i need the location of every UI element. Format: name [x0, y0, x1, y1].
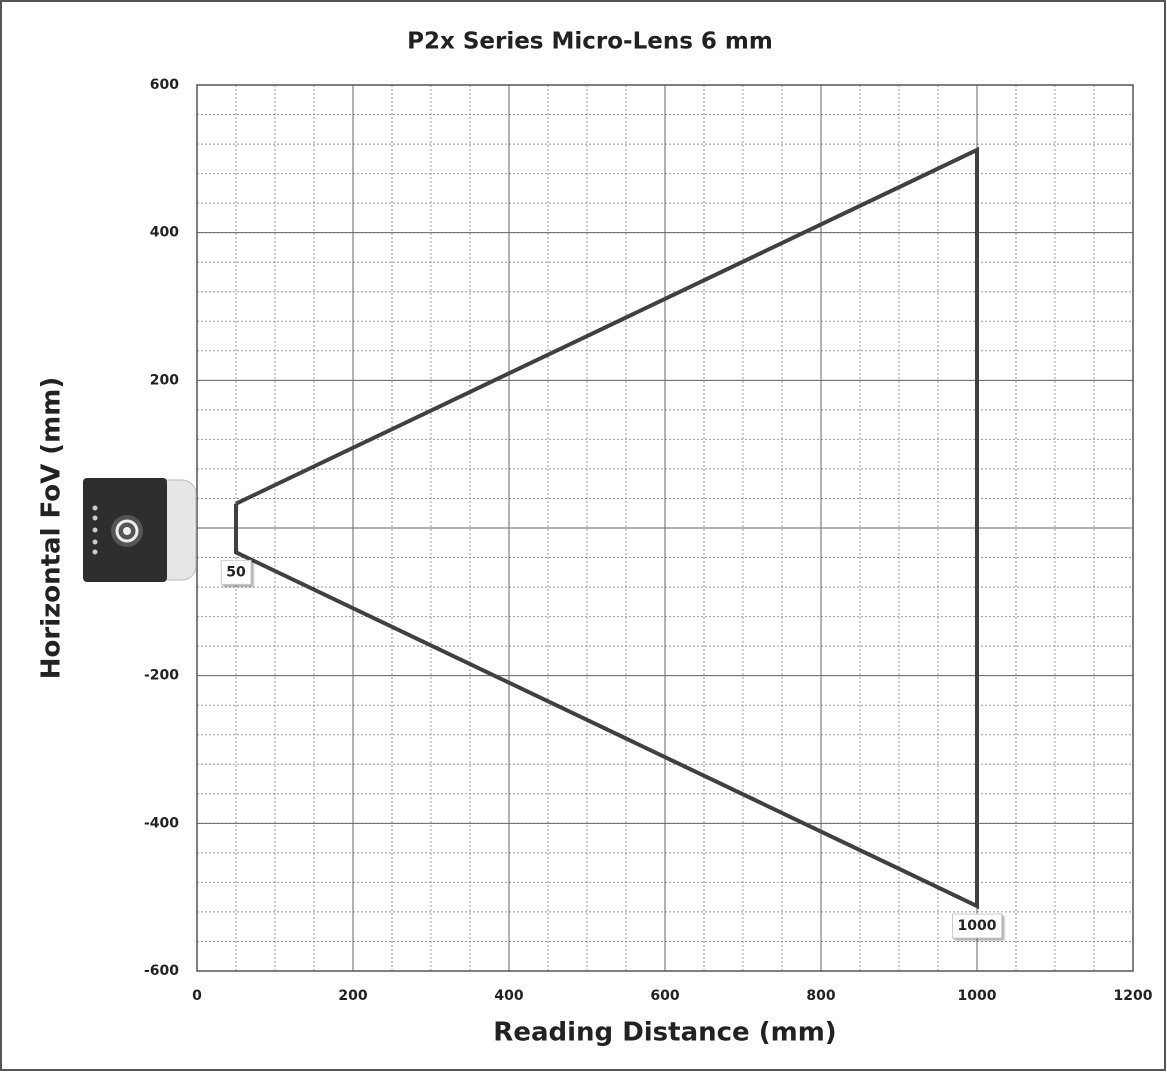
- y-tick-label: 200: [150, 372, 179, 388]
- y-tick-label: 400: [150, 225, 179, 241]
- x-tick-label: 1000: [958, 988, 997, 1004]
- x-axis-label: Reading Distance (mm): [493, 1018, 836, 1048]
- x-tick-label: 1200: [1114, 988, 1153, 1004]
- x-tick-label: 800: [806, 988, 835, 1004]
- x-tick-label: 0: [192, 988, 202, 1004]
- x-tick-label: 600: [650, 988, 679, 1004]
- point-label-text: 1000: [958, 918, 997, 934]
- point-label: 1000: [953, 914, 1002, 938]
- x-tick-label: 200: [338, 988, 367, 1004]
- y-tick-label: -400: [144, 815, 179, 831]
- y-axis-label: Horizontal FoV (mm): [37, 377, 67, 680]
- y-tick-label: -600: [144, 963, 179, 979]
- camera-icon: [83, 478, 196, 582]
- y-tick-label: 600: [150, 77, 179, 93]
- point-label-text: 50: [226, 564, 246, 580]
- x-tick-label: 400: [494, 988, 523, 1004]
- y-tick-label: -200: [144, 668, 179, 684]
- chart: P2x Series Micro-Lens 6 mm Reading Dista…: [0, 0, 1167, 1072]
- point-label: 50: [221, 560, 251, 584]
- chart-title: P2x Series Micro-Lens 6 mm: [407, 29, 773, 55]
